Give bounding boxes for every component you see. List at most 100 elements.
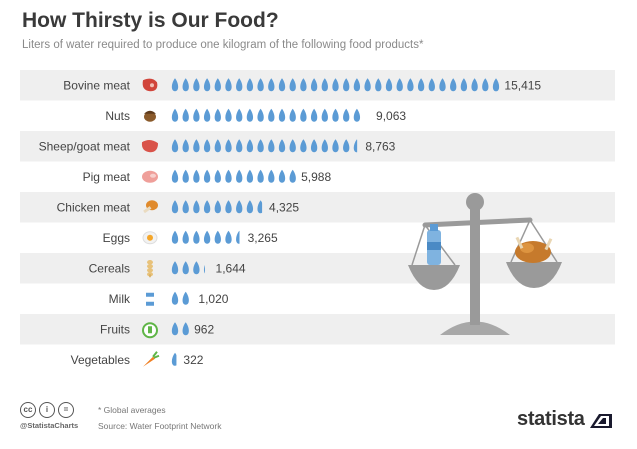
water-drop-mark	[257, 78, 264, 92]
milk-carton-icon	[146, 292, 154, 306]
water-drop-mark	[289, 139, 296, 153]
water-drop-mark	[278, 139, 286, 153]
category-label: Bovine meat	[63, 78, 130, 92]
water-drop-mark	[268, 169, 275, 183]
water-drop-mark	[289, 108, 296, 122]
water-drop-mark	[171, 261, 179, 275]
water-drop-mark	[246, 200, 254, 214]
water-drop-partial-mark	[236, 230, 240, 244]
category-label: Cereals	[89, 261, 130, 275]
water-drop-mark	[246, 139, 254, 153]
water-drop-mark	[182, 261, 189, 275]
water-drop-partial-mark	[364, 109, 370, 122]
value-label: 5,988	[301, 170, 331, 184]
row-band	[20, 192, 615, 223]
statista-logo: statista	[517, 408, 585, 430]
water-drop-mark	[257, 139, 264, 153]
category-label: Vegetables	[71, 353, 130, 367]
footnote: * Global averages	[98, 405, 166, 415]
water-drop-mark	[417, 78, 425, 92]
water-drop-mark	[171, 139, 179, 153]
water-drop-mark	[214, 78, 221, 92]
statista-handle: @StatistaCharts	[20, 421, 79, 430]
value-label: 1,020	[198, 292, 228, 306]
water-drop-mark	[396, 78, 403, 92]
category-label: Chicken meat	[57, 200, 131, 214]
wheat-icon	[147, 260, 153, 278]
water-drop-mark	[268, 108, 275, 122]
water-drop-mark	[364, 78, 371, 92]
water-drop-mark	[236, 78, 243, 92]
water-drop-mark	[171, 291, 179, 305]
category-label: Nuts	[105, 109, 130, 123]
water-drop-mark	[214, 139, 221, 153]
carrot-icon	[143, 351, 160, 367]
water-drop-mark	[214, 230, 221, 244]
nut-icon	[144, 110, 156, 122]
water-drop-mark	[236, 108, 243, 122]
water-drop-partial-mark	[203, 265, 205, 274]
water-drop-mark	[246, 169, 254, 183]
category-label: Pig meat	[83, 170, 131, 184]
water-drop-mark	[225, 78, 232, 92]
water-drop-mark	[300, 108, 307, 122]
value-label: 962	[194, 322, 214, 336]
water-drop-mark	[310, 78, 318, 92]
water-drop-mark	[278, 78, 286, 92]
water-drop-mark	[278, 108, 286, 122]
water-drop-mark	[343, 108, 350, 122]
water-drop-mark	[193, 200, 200, 214]
steak-icon	[142, 78, 158, 92]
water-drop-mark	[268, 78, 275, 92]
water-drop-mark	[353, 78, 361, 92]
water-drop-partial-mark	[353, 139, 358, 153]
water-drop-mark	[257, 108, 264, 122]
row-band	[20, 131, 615, 162]
water-drop-mark	[236, 169, 243, 183]
water-drop-mark	[171, 169, 179, 183]
water-drop-mark	[450, 78, 457, 92]
water-drop-mark	[225, 169, 232, 183]
category-label: Fruits	[100, 322, 130, 336]
water-drop-mark	[482, 78, 489, 92]
value-label: 3,265	[248, 231, 278, 245]
water-drop-mark	[439, 78, 446, 92]
water-drop-mark	[214, 108, 221, 122]
water-bottle-icon	[427, 224, 441, 265]
nd-icon: =	[58, 402, 74, 418]
water-drop-mark	[343, 139, 350, 153]
water-drop-mark	[171, 78, 179, 92]
water-drop-mark	[257, 169, 264, 183]
value-label: 9,063	[376, 109, 406, 123]
water-drop-partial-mark	[289, 169, 296, 183]
water-drop-mark	[300, 139, 307, 153]
cc-icon: cc	[20, 402, 36, 418]
category-label: Eggs	[103, 231, 130, 245]
water-drop-mark	[203, 139, 211, 153]
water-drop-mark	[321, 139, 328, 153]
balance-scale-icon	[408, 193, 562, 335]
water-drop-mark	[321, 108, 328, 122]
water-drop-mark	[171, 322, 179, 336]
water-drop-mark	[236, 200, 243, 214]
water-drop-mark	[332, 139, 339, 153]
row-band	[20, 314, 615, 345]
value-label: 322	[183, 353, 203, 367]
water-drop-mark	[182, 139, 189, 153]
by-icon: i	[39, 402, 55, 418]
water-drop-mark	[332, 78, 339, 92]
water-drop-partial-mark	[257, 200, 263, 214]
statista-logo-mark	[590, 414, 612, 428]
value-label: 4,325	[269, 200, 299, 214]
water-drop-mark	[225, 230, 232, 244]
apple-icon	[142, 322, 158, 339]
water-drop-mark	[193, 108, 200, 122]
water-drop-mark	[225, 200, 232, 214]
water-drop-mark	[193, 169, 200, 183]
water-drop-mark	[278, 169, 286, 183]
value-label: 15,415	[504, 78, 541, 92]
water-drop-mark	[193, 78, 200, 92]
license-icons: cc i =	[20, 402, 74, 418]
chicken-leg-icon	[143, 200, 158, 214]
value-label: 8,763	[365, 139, 395, 153]
